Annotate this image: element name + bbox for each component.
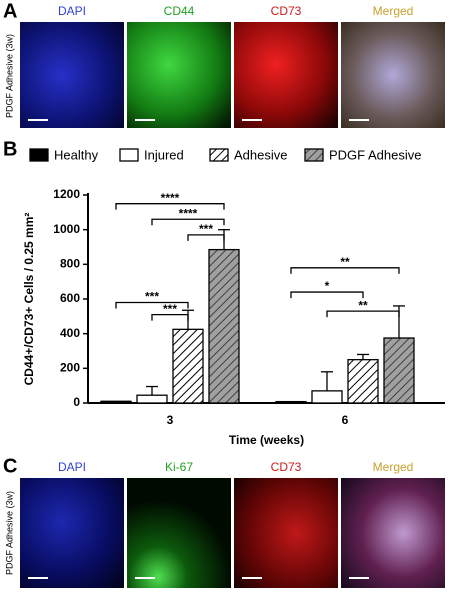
legend-label: Adhesive: [234, 147, 287, 162]
legend-swatch: [304, 148, 324, 162]
legend-label: Injured: [144, 147, 184, 162]
y-tick-label: 0: [73, 395, 80, 409]
y-tick-label: 400: [60, 326, 80, 340]
image-label: DAPI: [58, 4, 86, 18]
micrograph: [234, 22, 338, 128]
significance-bracket: [326, 310, 400, 318]
image-label: DAPI: [58, 460, 86, 474]
significance-label: ***: [145, 290, 159, 304]
image-row: [20, 478, 445, 588]
y-tick-label: 1200: [53, 187, 80, 201]
image-label: Ki-67: [165, 460, 193, 474]
x-tick-label: 3: [167, 413, 174, 427]
panel-label: A: [3, 0, 17, 22]
y-tick-label: 1000: [53, 222, 80, 236]
side-label: PDGF Adhesive (3w): [4, 34, 14, 118]
significance-bracket: [151, 218, 225, 226]
x-tick-label: 6: [342, 413, 349, 427]
micrograph: [20, 22, 124, 128]
significance-label: ****: [179, 206, 198, 220]
image-label: CD73: [271, 460, 302, 474]
significance-label: **: [340, 255, 350, 269]
y-tick-label: 200: [60, 361, 80, 375]
bar: [383, 337, 415, 404]
bar: [100, 400, 132, 404]
micrograph: [341, 478, 445, 588]
significance-label: **: [358, 298, 368, 312]
image-label: Merged: [373, 4, 414, 18]
micrograph: [127, 478, 231, 588]
significance-label: ***: [199, 222, 213, 236]
image-label: Merged: [373, 460, 414, 474]
significance-bracket: [115, 301, 189, 309]
x-axis-title: Time (weeks): [229, 433, 304, 447]
significance-bracket: [151, 313, 189, 321]
panel-label: B: [3, 138, 17, 160]
bar: [275, 400, 307, 404]
y-tick-label: 600: [60, 291, 80, 305]
significance-label: *: [325, 279, 330, 293]
image-label: CD73: [271, 4, 302, 18]
significance-bracket: [187, 234, 225, 241]
bar: [208, 248, 240, 404]
micrograph: [127, 22, 231, 128]
micrograph: [234, 478, 338, 588]
legend-label: Healthy: [54, 147, 99, 162]
micrograph: [20, 478, 124, 588]
y-axis-title: CD44+/CD73+ Cells / 0.25 mm²: [22, 213, 36, 386]
significance-label: ****: [161, 191, 180, 205]
legend-swatch: [119, 148, 139, 162]
bar: [172, 328, 204, 404]
bar: [347, 359, 379, 404]
bar: [136, 394, 168, 404]
bar: [311, 390, 343, 404]
significance-bracket: [290, 267, 400, 274]
legend-label: PDGF Adhesive: [329, 147, 422, 162]
significance-bracket: [290, 291, 364, 299]
side-label: PDGF Adhesive (3w): [4, 491, 14, 575]
image-row: [20, 22, 445, 128]
y-tick-label: 800: [60, 257, 80, 271]
legend-swatch: [29, 148, 49, 162]
panel-label: C: [3, 455, 17, 477]
significance-bracket: [115, 203, 225, 210]
legend-swatch: [209, 148, 229, 162]
significance-label: ***: [163, 302, 177, 316]
micrograph: [341, 22, 445, 128]
image-label: CD44: [164, 4, 195, 18]
